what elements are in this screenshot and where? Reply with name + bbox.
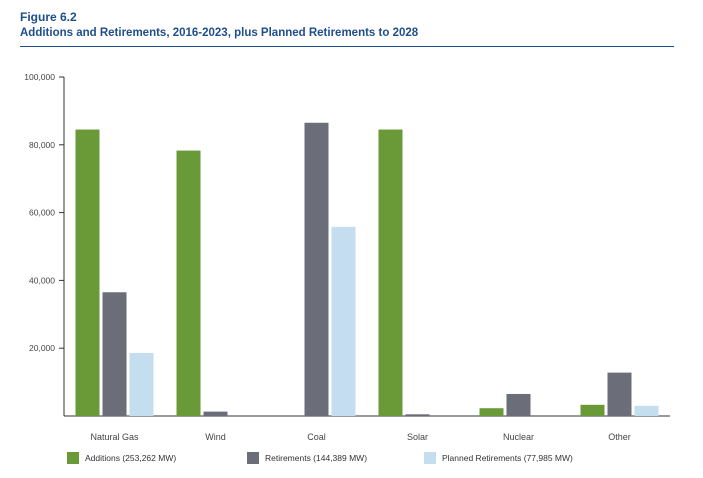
legend-swatch-retirements [247, 452, 259, 464]
legend-swatch-planned [424, 452, 436, 464]
x-tick-label: Solar [407, 432, 428, 442]
y-tick-label: 60,000 [29, 208, 55, 218]
bar-retirements [102, 292, 127, 416]
bars [75, 122, 659, 417]
legend-label-additions: Additions (253,262 MW) [85, 453, 177, 463]
legend: Additions (253,262 MW) Retirements (144,… [0, 452, 703, 470]
x-tick-label: Other [608, 432, 631, 442]
bar-retirements [304, 122, 329, 416]
bar-retirements [607, 372, 632, 416]
legend-item-additions: Additions (253,262 MW) [67, 452, 176, 464]
x-tick-label: Wind [205, 432, 226, 442]
legend-item-retirements: Retirements (144,389 MW) [247, 452, 367, 464]
y-tick-label: 40,000 [29, 275, 55, 285]
bar-retirements [405, 414, 430, 416]
chart-title: Additions and Retirements, 2016-2023, pl… [20, 27, 419, 39]
legend-swatch-additions [67, 452, 79, 464]
bar-retirements [506, 393, 531, 416]
bar-additions [580, 404, 605, 416]
x-tick-label: Coal [307, 432, 326, 442]
x-tick-label: Nuclear [503, 432, 534, 442]
legend-label-retirements: Retirements (144,389 MW) [265, 453, 368, 463]
y-tick-label: 20,000 [29, 343, 55, 353]
bar-chart: 20,000 40,000 60,000 80,000 100,000 Natural G… [24, 72, 670, 442]
bar-additions [378, 129, 403, 417]
bar-planned [129, 352, 154, 416]
bar-additions [75, 129, 100, 417]
y-tick-label: 80,000 [29, 140, 55, 150]
bar-additions [479, 408, 504, 416]
x-tick-label: Natural Gas [90, 432, 139, 442]
legend-label-planned: Planned Retirements (77,985 MW) [442, 453, 573, 463]
legend-item-planned: Planned Retirements (77,985 MW) [424, 452, 573, 464]
bar-planned [634, 405, 659, 416]
axes [59, 76, 670, 417]
figure-label: Figure 6.2 [20, 10, 77, 24]
bar-planned [331, 226, 356, 416]
axis-labels: 20,000 40,000 60,000 80,000 100,000 Natural G… [24, 72, 630, 442]
title-rule [20, 46, 674, 47]
y-tick-label: 100,000 [24, 72, 55, 82]
bar-retirements [203, 411, 228, 416]
bar-additions [176, 150, 201, 417]
